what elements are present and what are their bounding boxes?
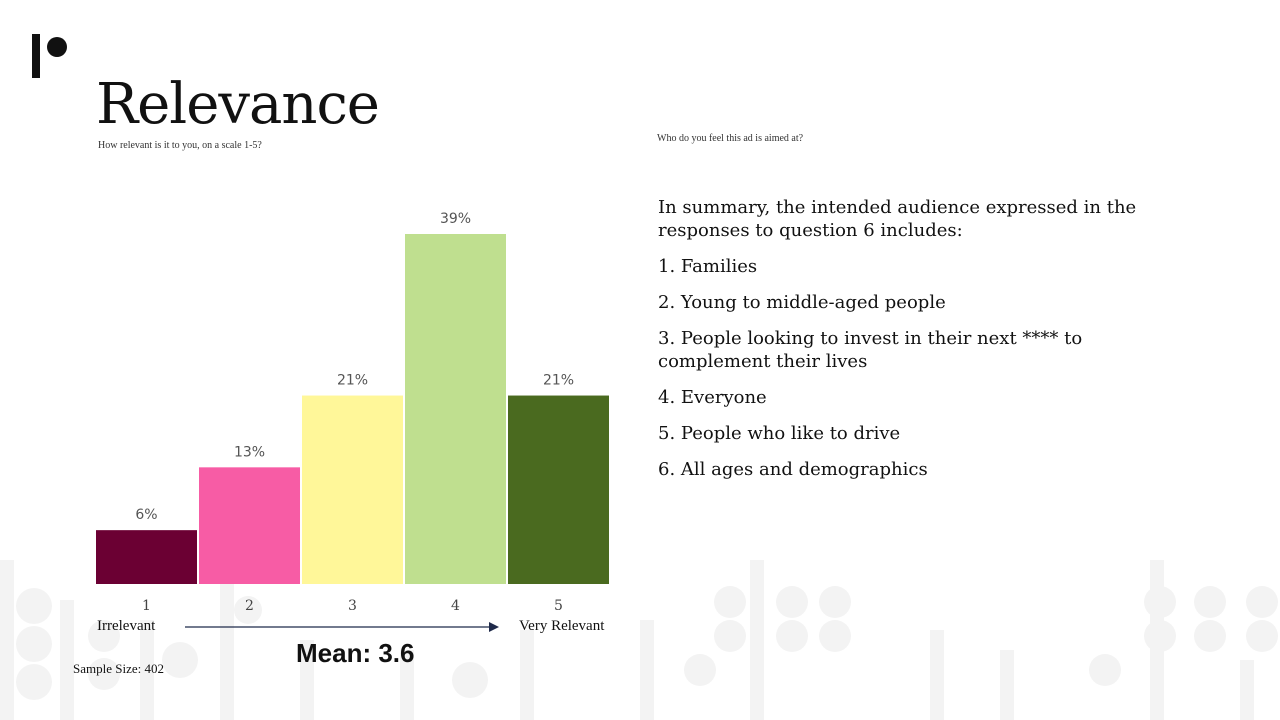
summary-item: 3. People looking to invest in their nex… (658, 328, 1083, 372)
summary-list: 1. Families 2. Young to middle-aged peop… (658, 255, 1198, 481)
bar-2 (199, 467, 300, 584)
bar-value-label: 21% (337, 373, 368, 389)
bar-value-label: 21% (543, 373, 574, 389)
question-subtitle: How relevant is it to you, on a scale 1-… (98, 140, 262, 151)
background-pattern (0, 560, 1278, 720)
summary-item: 1. Families (658, 256, 758, 277)
bar-3 (302, 395, 403, 584)
page-title: Relevance (96, 72, 380, 137)
summary-intro: In summary, the intended audience expres… (658, 197, 1137, 241)
audience-summary: In summary, the intended audience expres… (658, 196, 1198, 494)
summary-item: 6. All ages and demographics (658, 459, 928, 480)
relevance-bar-chart: 6% 1 13% 2 21% 3 39% 4 21% 5 (96, 211, 609, 614)
x-tick-label: 5 (554, 598, 563, 614)
summary-item: 5. People who like to drive (658, 423, 901, 444)
sample-size: Sample Size: 402 (73, 661, 164, 676)
x-tick-label: 2 (245, 598, 254, 614)
bar-value-label: 39% (440, 211, 471, 227)
audience-question: Who do you feel this ad is aimed at? (657, 133, 804, 144)
bar-value-label: 13% (234, 444, 265, 460)
bar-value-label: 6% (135, 507, 157, 523)
summary-item: 2. Young to middle-aged people (658, 292, 946, 313)
bar-1 (96, 530, 197, 584)
bar-5 (508, 395, 609, 584)
mean-value: Mean: 3.6 (296, 638, 415, 668)
x-tick-label: 3 (348, 598, 357, 614)
scale-high-label: Very Relevant (519, 618, 605, 634)
summary-item: 4. Everyone (658, 387, 767, 408)
x-tick-label: 4 (451, 598, 460, 614)
x-tick-label: 1 (142, 598, 151, 614)
brand-logo (32, 34, 67, 78)
bar-4 (405, 234, 506, 584)
scale-arrow-icon (185, 622, 499, 632)
scale-low-label: Irrelevant (97, 618, 156, 634)
